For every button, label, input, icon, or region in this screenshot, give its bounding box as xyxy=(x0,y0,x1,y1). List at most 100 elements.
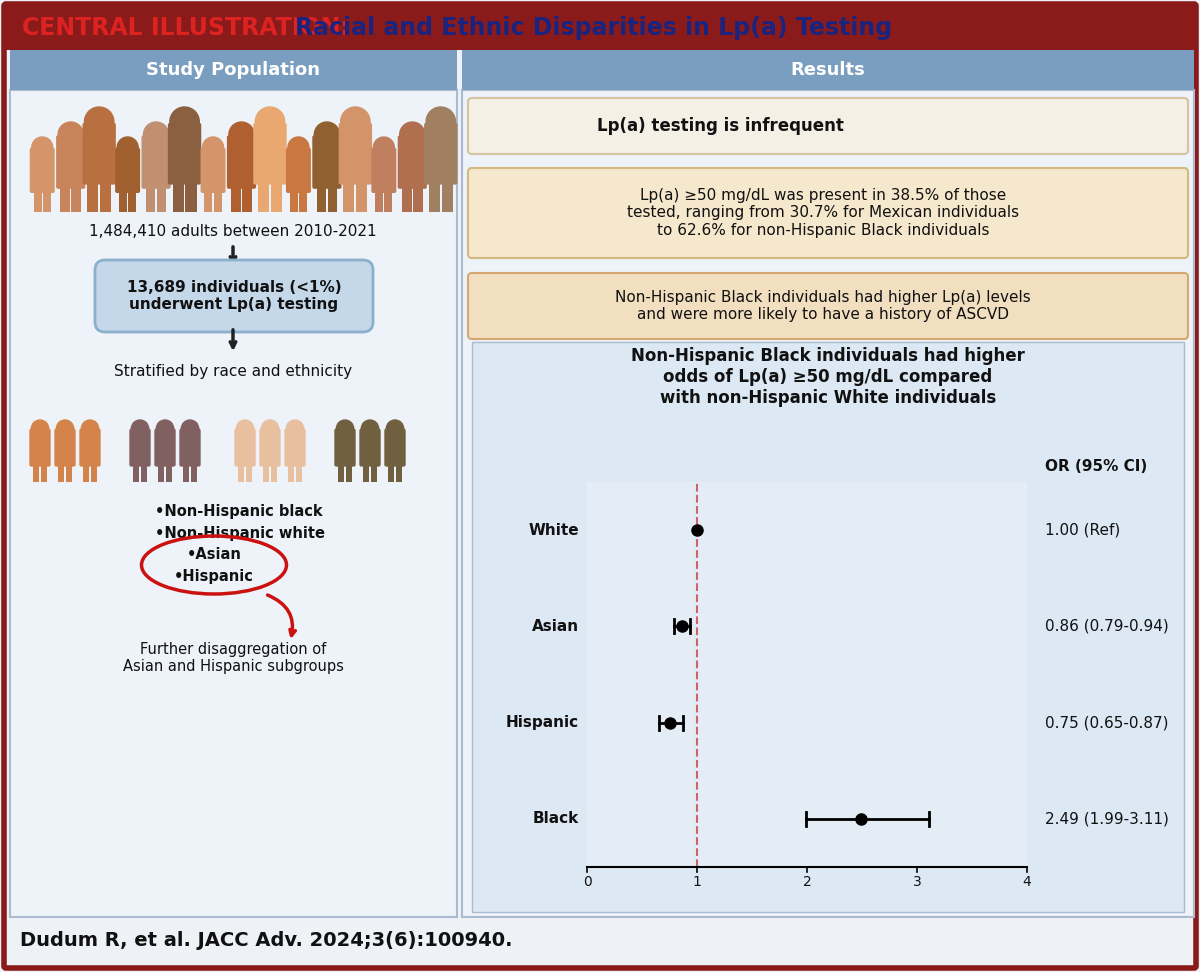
Circle shape xyxy=(314,122,340,147)
FancyBboxPatch shape xyxy=(168,122,202,185)
Text: Lp(a) testing is infrequent: Lp(a) testing is infrequent xyxy=(598,117,844,135)
Bar xyxy=(442,183,452,212)
Text: •Asian: •Asian xyxy=(186,547,241,562)
FancyBboxPatch shape xyxy=(130,429,151,467)
Bar xyxy=(32,465,40,482)
FancyBboxPatch shape xyxy=(286,148,311,193)
Bar xyxy=(41,465,47,482)
Bar xyxy=(290,191,298,212)
FancyBboxPatch shape xyxy=(359,429,380,467)
Bar xyxy=(295,465,302,482)
Bar xyxy=(384,191,392,212)
FancyBboxPatch shape xyxy=(115,148,140,193)
Text: Racial and Ethnic Disparities in Lp(a) Testing: Racial and Ethnic Disparities in Lp(a) T… xyxy=(295,16,892,40)
Bar xyxy=(317,187,326,212)
FancyBboxPatch shape xyxy=(468,168,1188,258)
Circle shape xyxy=(426,107,456,136)
Circle shape xyxy=(31,137,53,158)
FancyBboxPatch shape xyxy=(200,148,226,193)
Bar xyxy=(72,187,82,212)
Bar xyxy=(158,465,164,482)
Bar xyxy=(343,183,354,212)
Bar xyxy=(119,191,127,212)
Circle shape xyxy=(56,420,73,437)
Bar xyxy=(214,191,222,212)
Text: 1: 1 xyxy=(692,875,702,889)
Bar xyxy=(43,191,50,212)
Bar xyxy=(402,187,412,212)
FancyBboxPatch shape xyxy=(142,135,170,189)
Bar xyxy=(66,465,72,482)
Text: 13,689 individuals (<1%)
underwent Lp(a) testing: 13,689 individuals (<1%) underwent Lp(a)… xyxy=(127,280,341,312)
Bar xyxy=(271,183,282,212)
Bar xyxy=(362,465,370,482)
FancyBboxPatch shape xyxy=(95,260,373,332)
Text: Asian: Asian xyxy=(532,619,580,634)
Bar xyxy=(238,465,245,482)
Text: 0.86 (0.79-0.94): 0.86 (0.79-0.94) xyxy=(1045,619,1169,634)
Bar xyxy=(90,465,97,482)
FancyBboxPatch shape xyxy=(284,429,306,467)
Bar xyxy=(388,465,395,482)
Bar xyxy=(204,191,212,212)
Text: 0: 0 xyxy=(583,875,592,889)
Bar xyxy=(60,187,70,212)
Circle shape xyxy=(386,420,403,437)
Circle shape xyxy=(236,420,253,437)
Bar xyxy=(173,183,184,212)
Bar xyxy=(246,465,252,482)
FancyBboxPatch shape xyxy=(79,429,101,467)
Circle shape xyxy=(156,420,174,437)
Bar xyxy=(472,342,1184,912)
Bar xyxy=(413,187,422,212)
Text: White: White xyxy=(528,523,580,538)
FancyBboxPatch shape xyxy=(335,429,355,467)
Bar xyxy=(133,465,139,482)
Circle shape xyxy=(400,122,425,147)
Text: Results: Results xyxy=(791,61,865,79)
Bar xyxy=(338,465,344,482)
Bar xyxy=(462,50,1194,90)
FancyBboxPatch shape xyxy=(371,148,396,193)
Bar xyxy=(182,465,190,482)
Bar xyxy=(242,187,252,212)
FancyBboxPatch shape xyxy=(54,429,76,467)
Bar xyxy=(356,183,367,212)
Text: 3: 3 xyxy=(913,875,922,889)
Text: Non-Hispanic Black individuals had higher
odds of Lp(a) ≥50 mg/dL compared
with : Non-Hispanic Black individuals had highe… xyxy=(631,347,1025,406)
Circle shape xyxy=(118,137,138,158)
Text: 2: 2 xyxy=(803,875,811,889)
Circle shape xyxy=(262,420,278,437)
Bar xyxy=(328,187,337,212)
Circle shape xyxy=(256,107,284,136)
FancyBboxPatch shape xyxy=(227,135,256,189)
Bar xyxy=(58,465,65,482)
Text: •Non-Hispanic white: •Non-Hispanic white xyxy=(155,526,325,541)
FancyBboxPatch shape xyxy=(468,273,1188,339)
Bar xyxy=(191,465,197,482)
FancyBboxPatch shape xyxy=(384,429,406,467)
Circle shape xyxy=(31,420,49,437)
FancyBboxPatch shape xyxy=(259,429,281,467)
Circle shape xyxy=(131,420,149,437)
Bar xyxy=(83,465,90,482)
Circle shape xyxy=(341,107,370,136)
Circle shape xyxy=(144,122,169,147)
FancyBboxPatch shape xyxy=(179,429,200,467)
Text: Black: Black xyxy=(533,812,580,826)
FancyBboxPatch shape xyxy=(83,122,116,185)
Circle shape xyxy=(336,420,354,437)
FancyBboxPatch shape xyxy=(424,122,457,185)
Circle shape xyxy=(373,137,395,158)
Bar xyxy=(258,183,269,212)
Text: Further disaggregation of
Asian and Hispanic subgroups: Further disaggregation of Asian and Hisp… xyxy=(122,642,343,675)
Bar xyxy=(288,465,294,482)
Bar xyxy=(34,191,42,212)
Circle shape xyxy=(84,107,114,136)
Text: 1.00 (Ref): 1.00 (Ref) xyxy=(1045,523,1121,538)
Text: Non-Hispanic Black individuals had higher Lp(a) levels
and were more likely to h: Non-Hispanic Black individuals had highe… xyxy=(616,290,1031,322)
Circle shape xyxy=(181,420,199,437)
Bar xyxy=(396,465,402,482)
Bar xyxy=(371,465,377,482)
Text: Dudum R, et al. JACC Adv. 2024;3(6):100940.: Dudum R, et al. JACC Adv. 2024;3(6):1009… xyxy=(20,930,512,950)
